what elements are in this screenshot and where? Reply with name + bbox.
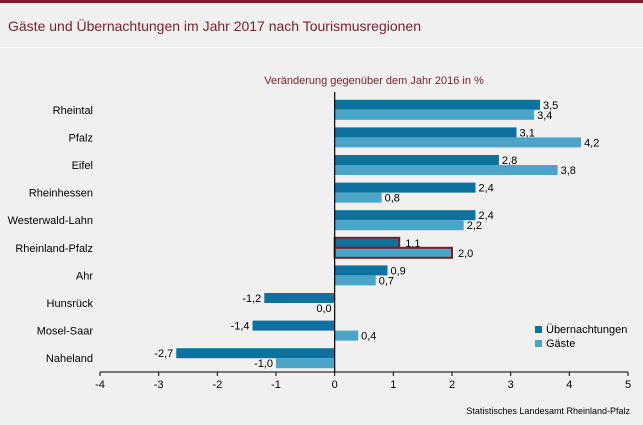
data-label: 0,0 [316, 303, 331, 315]
category-label: Mosel-Saar [37, 326, 94, 338]
bar-uebernachtungen [264, 293, 334, 303]
data-label: 3,4 [537, 110, 552, 122]
legend-swatch [535, 340, 542, 347]
bar-uebernachtungen [335, 238, 400, 248]
category-label: Naheland [46, 353, 93, 365]
data-label: 3,8 [561, 165, 576, 177]
bar-gaeste [335, 165, 558, 175]
bar-uebernachtungen [335, 210, 476, 220]
x-tick-label: 2 [449, 379, 455, 391]
bar-gaeste [335, 275, 376, 285]
data-label: 0,4 [361, 331, 376, 343]
x-tick-label: 3 [508, 379, 514, 391]
category-label: Rheintal [53, 105, 93, 117]
category-label: Eifel [72, 160, 93, 172]
category-label: Pfalz [69, 132, 93, 144]
bar-uebernachtungen [335, 127, 517, 137]
x-tick-label: -2 [212, 379, 222, 391]
bar-gaeste [276, 358, 335, 368]
bar-uebernachtungen [253, 321, 335, 331]
category-label: Rheinhessen [29, 188, 93, 200]
legend-swatch [535, 326, 542, 333]
bar-uebernachtungen [176, 348, 334, 358]
data-label: 4,2 [584, 137, 599, 149]
category-label: Ahr [76, 270, 93, 282]
bar-uebernachtungen [335, 183, 476, 193]
x-tick-label: 5 [625, 379, 631, 391]
x-tick-label: -1 [271, 379, 281, 391]
x-tick-label: 0 [332, 379, 338, 391]
data-label: -1,2 [242, 293, 261, 305]
category-label: Rheinland-Pfalz [15, 243, 93, 255]
bar-gaeste [335, 193, 382, 203]
data-label: 2,4 [478, 183, 493, 195]
data-label: 2,0 [458, 248, 473, 260]
category-label: Westerwald-Lahn [8, 215, 93, 227]
chart-subtitle: Veränderung gegenüber dem Jahr 2016 in % [264, 75, 484, 87]
bar-uebernachtungen [335, 100, 540, 110]
bar-uebernachtungen [335, 265, 388, 275]
legend-label: Übernachtungen [546, 324, 627, 336]
data-label: -1,4 [231, 321, 250, 333]
data-label: 0,7 [379, 275, 394, 287]
data-label: 2,2 [467, 220, 482, 232]
category-label: Hunsrück [47, 298, 94, 310]
bar-gaeste [335, 248, 452, 258]
bar-gaeste [335, 331, 358, 341]
x-tick-label: 4 [566, 379, 572, 391]
legend-label: Gäste [546, 338, 575, 350]
bar-gaeste [335, 220, 464, 230]
data-label: 0,8 [385, 193, 400, 205]
bar-gaeste [335, 137, 581, 147]
bar-gaeste [335, 110, 534, 120]
data-label: -2,7 [154, 348, 173, 360]
source-note: Statistisches Landesamt Rheinland-Pfalz [466, 406, 630, 416]
x-tick-label: -3 [154, 379, 164, 391]
data-label: -1,0 [254, 358, 273, 370]
bar-uebernachtungen [335, 155, 499, 165]
x-tick-label: 1 [390, 379, 396, 391]
x-tick-label: -4 [95, 379, 105, 391]
